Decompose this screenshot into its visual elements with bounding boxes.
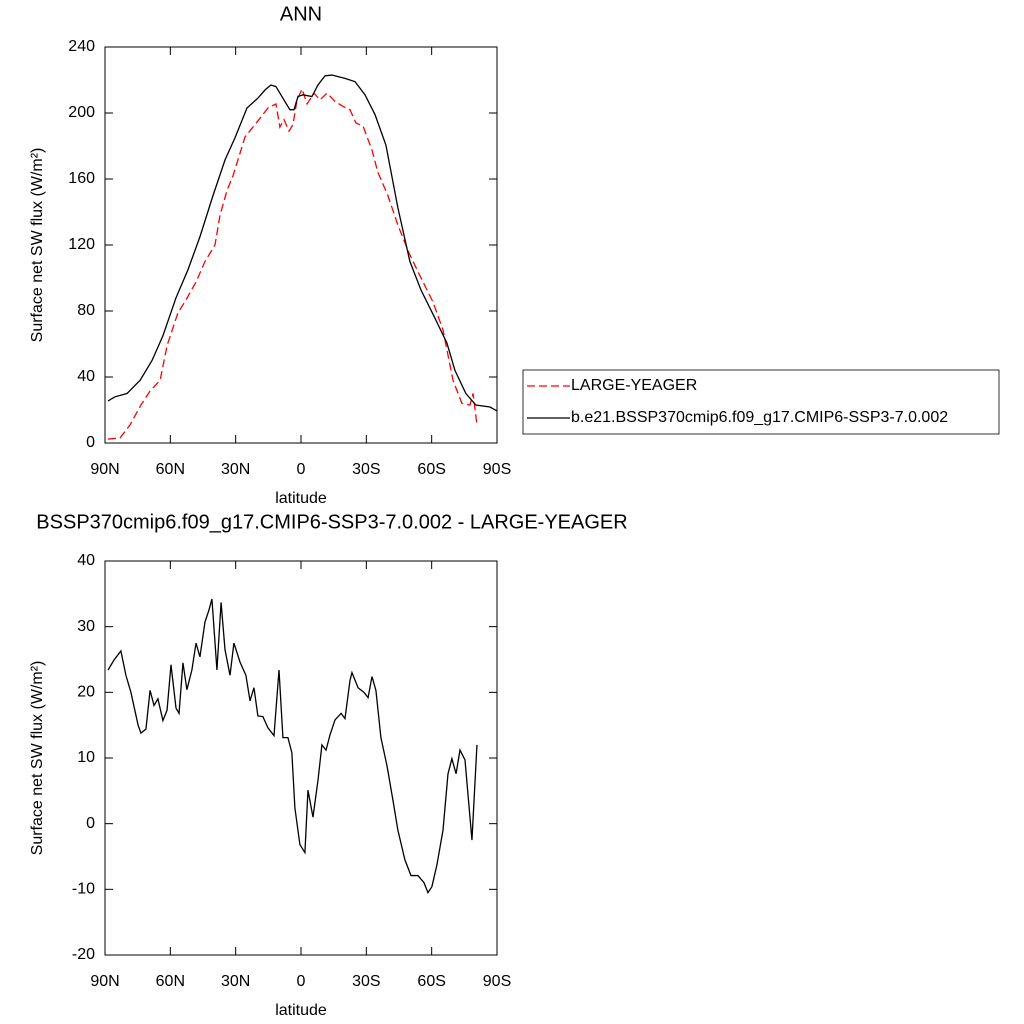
x-tick-label: 60N [156,973,185,990]
x-tick-label: 90N [90,461,119,478]
y-tick-label: 0 [86,815,95,832]
x-tick-label: 90S [483,973,511,990]
y-tick-label: 20 [77,684,95,701]
y-tick-label: -10 [72,881,95,898]
x-tick-label: 60S [417,461,445,478]
x-tick-label: 0 [297,973,306,990]
x-tick-label: 60N [156,461,185,478]
legend-label: b.e21.BSSP370cmip6.f09_g17.CMIP6-SSP3-7.… [571,409,948,426]
y-tick-label: 0 [86,434,95,451]
x-axis-label: latitude [275,490,327,507]
y-tick-label: 160 [68,170,95,187]
x-tick-label: 90N [90,973,119,990]
x-axis-label: latitude [275,1002,327,1019]
plot-frame [104,46,498,444]
x-tick-label: 30S [352,461,380,478]
y-tick-label: 120 [68,236,95,253]
x-tick-label: 60S [417,973,445,990]
y-tick-label: 30 [77,618,95,635]
y-tick-label: 80 [77,302,95,319]
series-line [107,87,478,440]
legend-label: LARGE-YEAGER [571,377,697,394]
x-tick-label: 0 [297,461,306,478]
y-tick-label: 40 [77,368,95,385]
y-tick-label: -20 [72,946,95,963]
plot-frame [104,560,498,956]
series-line [107,74,498,412]
y-tick-label: 10 [77,749,95,766]
series-line [107,598,478,895]
y-tick-label: 240 [68,38,95,55]
chart-title: BSSP370cmip6.f09_g17.CMIP6-SSP3-7.0.002 … [36,511,627,533]
x-tick-label: 30N [221,461,250,478]
chart-title: ANN [280,3,322,25]
x-tick-label: 30N [221,973,250,990]
y-tick-label: 40 [77,552,95,569]
x-tick-label: 90S [483,461,511,478]
legend-box [522,369,1000,435]
y-axis-label: Surface net SW flux (W/m²) [29,148,46,343]
y-tick-label: 200 [68,104,95,121]
y-axis-label: Surface net SW flux (W/m²) [29,661,46,856]
x-tick-label: 30S [352,973,380,990]
